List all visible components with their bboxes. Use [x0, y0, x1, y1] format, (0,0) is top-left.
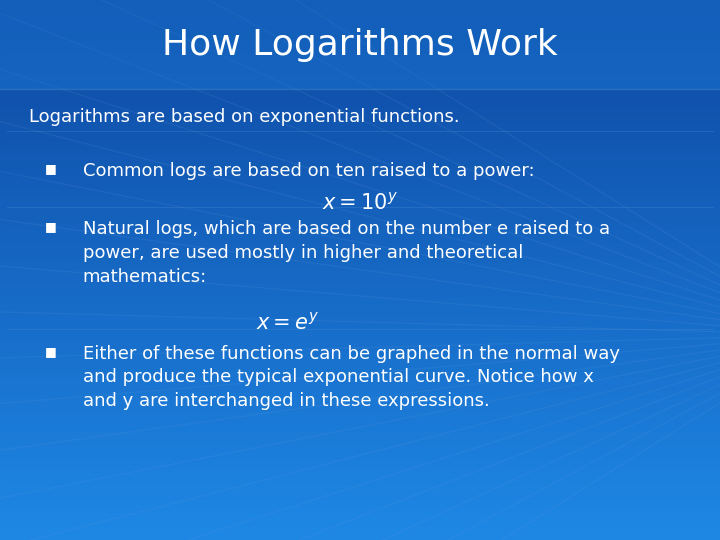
Bar [0, 378, 720, 384]
Bar [0, 74, 720, 81]
Bar [0, 115, 720, 122]
Bar [0, 284, 720, 291]
Bar [0, 452, 720, 459]
Bar [0, 102, 720, 108]
Bar [0, 81, 720, 87]
Bar [0, 122, 720, 128]
Bar [0, 20, 720, 27]
Bar [0, 230, 720, 237]
Text: Natural logs, which are based on the number e raised to a
power, are used mostly: Natural logs, which are based on the num… [83, 220, 610, 286]
Bar [0, 148, 720, 156]
Bar [0, 249, 720, 256]
Text: How Logarithms Work: How Logarithms Work [162, 28, 558, 62]
Bar [0, 486, 720, 492]
Bar [0, 256, 720, 263]
Bar [0, 243, 720, 249]
Bar [0, 47, 720, 54]
Bar [0, 513, 720, 519]
Bar [0, 108, 720, 115]
Bar [0, 372, 720, 378]
Bar [0, 392, 720, 399]
Bar [0, 14, 720, 20]
Bar [0, 405, 720, 411]
Bar [0, 446, 720, 453]
Bar [0, 6, 720, 14]
Bar [0, 338, 720, 345]
Bar [0, 324, 720, 330]
Bar [0, 432, 720, 438]
Bar [0, 87, 720, 94]
Bar [0, 364, 720, 372]
Bar [0, 0, 720, 6]
Bar [0, 351, 720, 357]
Bar [0, 156, 720, 162]
Text: ■: ■ [45, 220, 56, 233]
Bar [0, 222, 720, 230]
Bar [0, 297, 720, 303]
Text: ■: ■ [45, 345, 56, 357]
Bar [0, 141, 720, 149]
Bar [0, 162, 720, 168]
Bar [0, 399, 720, 405]
Bar [0, 358, 720, 365]
Text: Either of these functions can be graphed in the normal way
and produce the typic: Either of these functions can be graphed… [83, 345, 620, 410]
Bar [0, 411, 720, 418]
Bar [0, 128, 720, 135]
Bar [0, 459, 720, 465]
Bar [0, 27, 720, 33]
Bar [0, 68, 720, 74]
Bar [0, 330, 720, 338]
Text: $x = e^{y}$: $x = e^{y}$ [256, 311, 320, 333]
Bar [0, 526, 720, 534]
Text: $x = 10^{y}$: $x = 10^{y}$ [322, 192, 398, 214]
Bar [0, 303, 720, 310]
Bar [0, 54, 720, 60]
Bar [0, 472, 720, 480]
Bar [0, 202, 720, 209]
Bar [0, 310, 720, 317]
Text: Logarithms are based on exponential functions.: Logarithms are based on exponential func… [29, 108, 459, 126]
Bar [0, 237, 720, 243]
Bar [0, 465, 720, 472]
Bar [0, 507, 720, 513]
Bar [0, 276, 720, 284]
Bar [0, 480, 720, 486]
Bar [0, 270, 720, 276]
Bar [0, 438, 720, 445]
Bar [0, 40, 720, 47]
Bar [0, 534, 720, 540]
Bar [0, 189, 720, 195]
Bar [0, 209, 720, 216]
Text: ■: ■ [45, 162, 56, 175]
Bar [0, 426, 720, 432]
Bar [0, 135, 720, 141]
Bar [0, 519, 720, 526]
Bar [0, 500, 720, 507]
Bar [0, 291, 720, 297]
Bar [0, 345, 720, 351]
Bar [0, 33, 720, 40]
Text: Common logs are based on ten raised to a power:: Common logs are based on ten raised to a… [83, 162, 534, 180]
Bar [0, 60, 720, 68]
Bar [0, 418, 720, 426]
Bar [0, 94, 720, 102]
Bar [0, 183, 720, 189]
Bar [0, 263, 720, 270]
Bar [0, 384, 720, 391]
Bar [0, 195, 720, 202]
Bar [0, 493, 720, 500]
Bar [0, 176, 720, 183]
Bar [0, 168, 720, 176]
Bar [0, 317, 720, 324]
Bar [0, 0, 720, 89]
Bar [0, 216, 720, 222]
